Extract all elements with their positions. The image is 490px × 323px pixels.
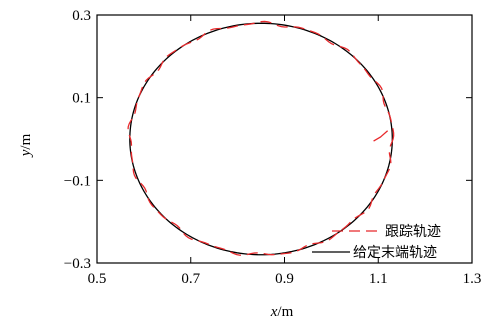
y-axis-label: y/m xyxy=(18,133,34,158)
tracking-trajectory-line xyxy=(127,20,395,256)
tick-labels-group: 0.5 0.7 0.9 1.1 1.3 −0.3 −0.1 0.1 0.3 xyxy=(64,8,482,287)
legend-label-tracking: 跟踪轨迹 xyxy=(385,224,441,240)
given-trajectory-line xyxy=(129,22,393,256)
legend: 跟踪轨迹 给定末端轨迹 xyxy=(312,224,441,261)
x-tick-label: 1.3 xyxy=(463,271,482,287)
x-tick-label: 0.9 xyxy=(275,271,294,287)
series-layer xyxy=(127,20,395,256)
x-tick-label: 0.7 xyxy=(181,271,200,287)
y-tick-label: −0.3 xyxy=(64,256,91,272)
x-tick-label: 1.1 xyxy=(369,271,388,287)
x-axis-label: x/m xyxy=(270,304,294,320)
plot-frame xyxy=(96,14,473,264)
y-tick-label: 0.3 xyxy=(72,8,91,24)
legend-label-given: 给定末端轨迹 xyxy=(353,245,437,261)
y-tick-label: 0.1 xyxy=(72,91,91,107)
x-tick-label: 0.5 xyxy=(88,271,107,287)
y-tick-label: −0.1 xyxy=(64,173,91,189)
tracking-trajectory-segment xyxy=(373,130,389,142)
